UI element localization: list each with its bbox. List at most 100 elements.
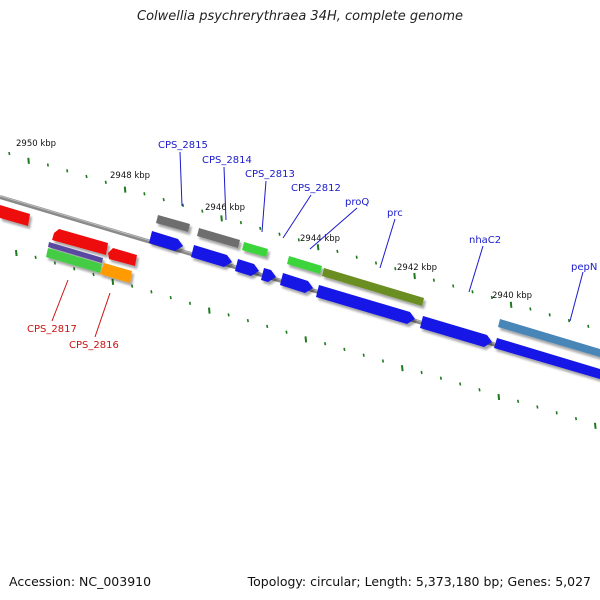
minor-tick bbox=[517, 399, 520, 403]
minor-tick bbox=[53, 261, 56, 265]
reverse-gene-labels: CPS_2817 CPS_2816 bbox=[27, 324, 119, 351]
gene-label-cps2815[interactable]: CPS_2815 bbox=[158, 140, 208, 151]
minor-tick bbox=[567, 318, 571, 323]
major-tick bbox=[208, 307, 211, 314]
minor-tick bbox=[529, 307, 532, 311]
scale-label: 2948 kbp bbox=[110, 171, 150, 181]
major-tick bbox=[401, 365, 404, 372]
scale-label: 2946 kbp bbox=[205, 203, 245, 213]
gene-label-nhac2[interactable]: nhaC2 bbox=[469, 235, 501, 246]
gene-cps2817-feature[interactable] bbox=[46, 248, 102, 273]
accession-text: Accession: NC_003910 bbox=[9, 574, 152, 589]
gene-features bbox=[0, 205, 600, 379]
minor-tick bbox=[471, 290, 474, 294]
scale-labels: 2950 kbp 2948 kbp 2946 kbp 2944 kbp 2942… bbox=[16, 139, 532, 301]
minor-tick bbox=[227, 313, 230, 317]
scale-ticks-upper bbox=[8, 151, 590, 328]
major-tick bbox=[413, 272, 416, 280]
gene-label-cps2812[interactable]: CPS_2812 bbox=[291, 183, 341, 194]
gene-cps2817-feature[interactable] bbox=[48, 242, 103, 263]
minor-tick bbox=[420, 370, 423, 375]
major-tick bbox=[15, 249, 18, 257]
major-tick bbox=[123, 186, 127, 193]
reverse-leader-lines bbox=[51, 279, 111, 338]
genome-summary-text: Topology: circular; Length: 5,373,180 bp… bbox=[247, 574, 591, 589]
cds-red-reverse[interactable] bbox=[0, 205, 30, 226]
minor-tick bbox=[162, 197, 165, 202]
minor-tick bbox=[181, 203, 185, 207]
major-tick bbox=[111, 278, 115, 285]
minor-tick bbox=[459, 382, 462, 386]
minor-tick bbox=[66, 169, 69, 173]
major-tick bbox=[220, 215, 223, 222]
gene-label-cps2817[interactable]: CPS_2817 bbox=[27, 324, 77, 335]
gene-pepn-feature[interactable] bbox=[498, 319, 600, 357]
gene-cps2812-feature[interactable] bbox=[287, 256, 322, 274]
minor-tick bbox=[297, 238, 300, 242]
minor-tick bbox=[587, 324, 590, 328]
minor-tick bbox=[169, 295, 172, 300]
gene-proq-feature[interactable] bbox=[322, 268, 424, 306]
map-title: Colwellia psychrerythraea 34H, complete … bbox=[137, 9, 463, 24]
minor-tick bbox=[285, 330, 288, 334]
gene-cps2816-feature[interactable] bbox=[100, 263, 132, 283]
minor-tick bbox=[188, 301, 192, 305]
gene-cps2813-feature[interactable] bbox=[242, 242, 268, 257]
minor-tick bbox=[381, 359, 385, 363]
gene-label-proq[interactable]: proQ bbox=[345, 197, 369, 208]
gene-label-prc[interactable]: prc bbox=[387, 208, 403, 219]
gene-label-cps2813[interactable]: CPS_2813 bbox=[245, 169, 295, 180]
minor-tick bbox=[574, 416, 578, 421]
minor-tick bbox=[278, 232, 281, 236]
minor-tick bbox=[246, 318, 249, 323]
minor-tick bbox=[374, 261, 378, 265]
forward-gene-labels: CPS_2815 CPS_2814 CPS_2813 CPS_2812 proQ… bbox=[158, 140, 597, 273]
gene-cps2814-feature[interactable] bbox=[197, 228, 240, 248]
minor-tick bbox=[259, 226, 262, 231]
minor-tick bbox=[343, 347, 346, 352]
cds-arrow[interactable] bbox=[261, 268, 276, 282]
cds-arrow[interactable] bbox=[494, 338, 600, 379]
major-tick bbox=[304, 336, 308, 343]
minor-tick bbox=[92, 272, 95, 277]
cds-red-reverse[interactable] bbox=[52, 229, 108, 255]
minor-tick bbox=[85, 174, 88, 179]
minor-tick bbox=[490, 295, 493, 300]
cds-arrow[interactable] bbox=[420, 316, 492, 347]
cds-arrow[interactable] bbox=[280, 273, 313, 293]
minor-tick bbox=[143, 192, 146, 196]
minor-tick bbox=[536, 405, 539, 409]
minor-tick bbox=[452, 284, 455, 288]
gene-label-cps2816[interactable]: CPS_2816 bbox=[69, 340, 119, 351]
scale-ticks-lower bbox=[15, 249, 597, 429]
minor-tick bbox=[266, 324, 269, 329]
minor-tick bbox=[362, 353, 365, 357]
gene-label-cps2814[interactable]: CPS_2814 bbox=[202, 155, 252, 166]
minor-tick bbox=[8, 151, 11, 156]
cds-arrow[interactable] bbox=[191, 245, 232, 267]
minor-tick bbox=[439, 376, 442, 380]
minor-tick bbox=[336, 249, 339, 254]
scale-label: 2944 kbp bbox=[300, 234, 340, 244]
minor-tick bbox=[355, 255, 358, 259]
minor-tick bbox=[201, 209, 204, 213]
minor-tick bbox=[34, 255, 37, 259]
cds-red-reverse[interactable] bbox=[108, 248, 137, 266]
minor-tick bbox=[324, 342, 327, 346]
major-tick bbox=[27, 157, 30, 164]
gene-cps2815-feature[interactable] bbox=[156, 215, 190, 232]
scale-label: 2942 kbp bbox=[397, 263, 437, 273]
minor-tick bbox=[555, 411, 558, 415]
cds-arrow[interactable] bbox=[149, 231, 183, 251]
scale-label: 2940 kbp bbox=[492, 291, 532, 301]
minor-tick bbox=[150, 290, 153, 294]
forward-leader-lines bbox=[179, 151, 584, 322]
cds-arrow[interactable] bbox=[235, 259, 259, 276]
gene-label-pepn[interactable]: pepN bbox=[571, 262, 597, 273]
cds-arrow[interactable] bbox=[316, 285, 415, 324]
minor-tick bbox=[46, 163, 49, 167]
minor-tick bbox=[104, 180, 107, 184]
minor-tick bbox=[478, 388, 481, 392]
minor-tick bbox=[131, 284, 134, 288]
